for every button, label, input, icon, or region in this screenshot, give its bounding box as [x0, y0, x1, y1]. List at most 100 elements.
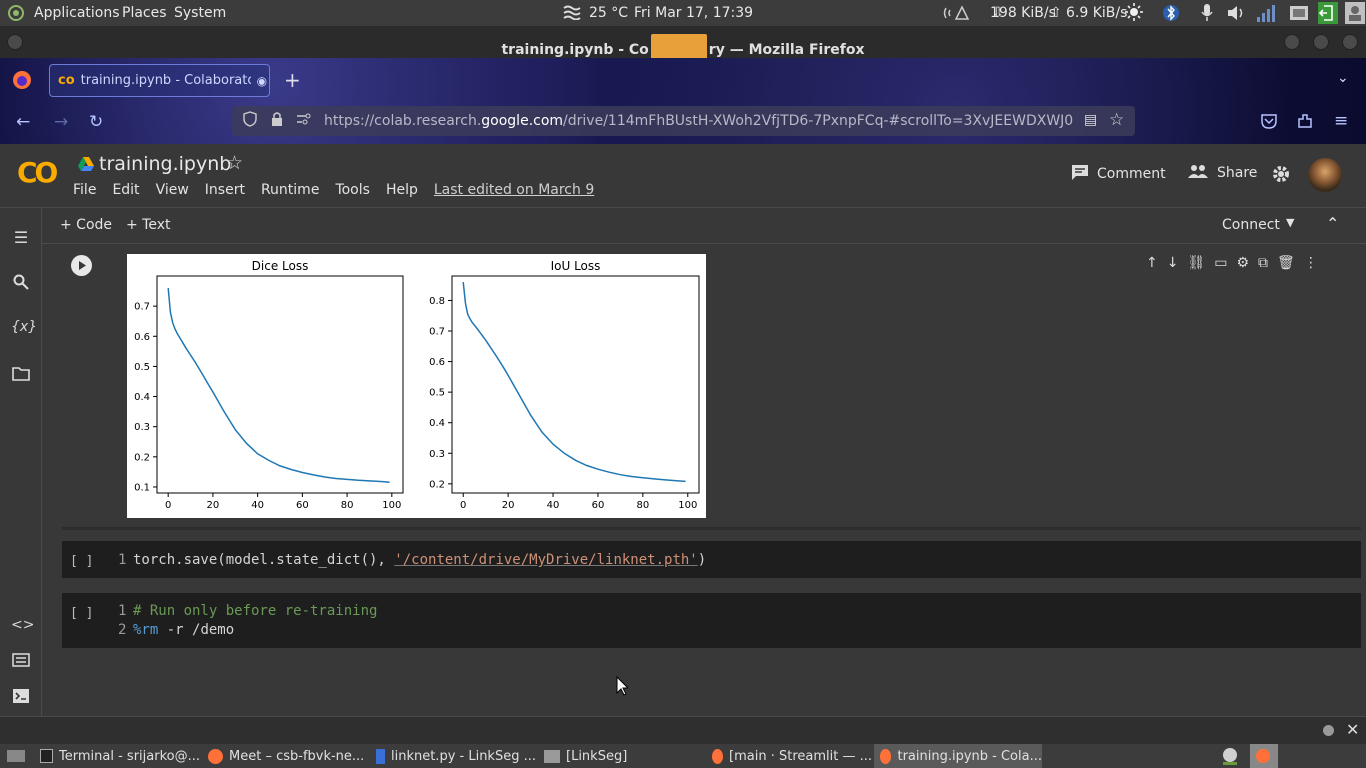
comment-label: Comment [1097, 166, 1166, 182]
window-titlebar[interactable]: training.ipynb - Co ry — Mozilla Firefox [0, 26, 1366, 62]
menu-view[interactable]: View [155, 182, 189, 198]
link-icon[interactable]: ⛓ [1187, 255, 1206, 271]
cell-run-bracket[interactable]: [ ] [70, 554, 94, 569]
reader-view-icon[interactable]: ▤ [1084, 112, 1098, 128]
last-edited-link[interactable]: Last edited on March 9 [433, 182, 595, 198]
window-minimize-button[interactable] [1284, 34, 1300, 50]
system-menu[interactable]: System [174, 5, 227, 21]
browser-tab-active[interactable]: co training.ipynb - Colaborato ◉ [49, 64, 270, 97]
taskbar-label: [main · Streamlit — ... [729, 748, 872, 764]
url-text[interactable]: https://colab.research.google.com/drive/… [324, 113, 1073, 129]
search-icon[interactable] [11, 274, 31, 294]
tracking-shield-icon[interactable] [242, 111, 258, 131]
add-code-button[interactable]: + Code [60, 217, 113, 233]
extensions-icon[interactable] [1297, 113, 1313, 134]
menu-edit[interactable]: Edit [112, 182, 140, 198]
window-maximize-button[interactable] [1313, 34, 1329, 50]
window-close-button[interactable] [1342, 34, 1358, 50]
new-tab-button[interactable]: + [284, 68, 301, 92]
menu-file[interactable]: File [73, 182, 97, 198]
system-panel: Applications Places System 25 °C Fri Mar… [0, 0, 1366, 26]
menu-runtime[interactable]: Runtime [260, 182, 320, 198]
bookmark-star-icon[interactable]: ☆ [1109, 110, 1125, 130]
cell-run-bracket[interactable]: [ ] [70, 606, 94, 621]
code-line[interactable]: torch.save(model.state_dict(), '/content… [133, 552, 706, 568]
window-menu-button[interactable] [7, 34, 23, 50]
updates-icon[interactable] [1289, 3, 1311, 27]
menu-insert[interactable]: Insert [204, 182, 245, 198]
places-menu[interactable]: Places [122, 5, 167, 21]
clock[interactable]: Fri Mar 17, 17:39 [634, 5, 754, 21]
reload-button[interactable]: ↻ [89, 112, 104, 132]
mirror-cell-icon[interactable]: ⧉ [1258, 255, 1269, 271]
taskbar-item-terminal[interactable]: Terminal - srijarko@... [34, 744, 200, 768]
move-up-icon[interactable]: ↑ [1146, 255, 1158, 271]
workspace-switcher[interactable] [1250, 744, 1278, 768]
firefox-app-icon [1256, 749, 1270, 763]
taskbar-item-streamlit[interactable]: [main · Streamlit — ... [706, 744, 872, 768]
variables-icon[interactable]: {x} [11, 319, 38, 335]
network-globe-icon[interactable] [1214, 744, 1244, 768]
share-button[interactable]: Share [1187, 164, 1257, 182]
user-avatar[interactable] [1308, 158, 1342, 192]
taskbar-item-meet[interactable]: Meet – csb-fbvk-ne... [202, 744, 368, 768]
connect-button[interactable]: Connect [1222, 217, 1280, 233]
url-bar[interactable]: https://colab.research.google.com/drive/… [232, 106, 1135, 136]
comment-line[interactable]: # Run only before re-training [133, 603, 378, 619]
url-path: /drive/114mFhBUstH-XWoh2VfjTD6-7PxnpFCq-… [563, 113, 1074, 129]
brightness-icon[interactable] [1125, 3, 1143, 25]
signal-icon[interactable] [1256, 3, 1278, 27]
more-options-icon[interactable]: ⋮ [1303, 255, 1318, 271]
run-cell-button[interactable] [71, 255, 92, 276]
code-cell-cleanup[interactable]: [ ] 1 # Run only before re-training 2 %r… [62, 593, 1361, 648]
volume-icon[interactable] [1226, 3, 1246, 27]
code-cell-save[interactable]: [ ] 1 torch.save(model.state_dict(), '/c… [62, 541, 1361, 578]
user-switch-icon[interactable] [1345, 2, 1365, 28]
collapse-header-chevron-icon[interactable]: ⌃ [1326, 214, 1340, 233]
pocket-icon[interactable] [1261, 113, 1277, 134]
permissions-icon[interactable] [296, 112, 312, 130]
y-tick-label: 0.3 [134, 422, 150, 433]
x-tick-label: 60 [296, 500, 309, 511]
connect-dropdown-icon[interactable]: ▼ [1286, 216, 1295, 229]
tab-list-chevron-icon[interactable]: ⌄ [1337, 70, 1349, 86]
comment-cell-icon[interactable]: ▭ [1214, 255, 1228, 271]
back-button[interactable]: ← [16, 112, 31, 132]
terminal-icon[interactable] [11, 688, 31, 708]
command-palette-icon[interactable] [11, 652, 31, 672]
wireless-icon[interactable] [942, 5, 970, 21]
files-folder-icon[interactable] [11, 366, 31, 386]
bluetooth-icon[interactable] [1163, 3, 1179, 27]
distro-logo-icon[interactable] [6, 4, 26, 26]
applications-menu[interactable]: Applications [34, 5, 120, 21]
tab-audio-icon[interactable]: ◉ [256, 73, 268, 88]
add-text-button[interactable]: + Text [126, 217, 171, 233]
comment-button[interactable]: Comment [1071, 164, 1166, 184]
output-cell[interactable]: ↑ ↓ ⛓ ▭ ⚙ ⧉ 🗑 ⋮ Dice Loss 0 20 40 60 80 100 0.1… [62, 244, 1361, 528]
firefox-menu-icon[interactable] [12, 70, 32, 95]
forward-button[interactable]: → [54, 112, 69, 132]
taskbar-item-colab-active[interactable]: training.ipynb - Cola... [874, 744, 1042, 768]
menu-tools[interactable]: Tools [335, 182, 370, 198]
magic-command: %rm [133, 622, 159, 638]
move-down-icon[interactable]: ↓ [1166, 255, 1179, 271]
microphone-icon[interactable] [1200, 3, 1214, 27]
table-of-contents-icon[interactable]: ☰ [13, 228, 29, 247]
star-icon[interactable]: ☆ [226, 152, 244, 174]
delete-cell-icon[interactable]: 🗑 [1277, 255, 1295, 271]
menu-bar: File Edit View Insert Runtime Tools Help… [73, 182, 610, 198]
show-desktop-icon[interactable] [0, 744, 34, 768]
taskbar-item-folder[interactable]: [LinkSeg] [538, 744, 704, 768]
menu-help[interactable]: Help [385, 182, 418, 198]
colab-logo[interactable]: CO [17, 156, 58, 189]
taskbar-item-editor[interactable]: linknet.py - LinkSeg ... [370, 744, 536, 768]
close-status-icon[interactable]: ✕ [1346, 720, 1360, 739]
lock-icon[interactable] [270, 111, 284, 131]
hamburger-menu-icon[interactable]: ≡ [1334, 111, 1349, 131]
settings-gear-icon[interactable] [1271, 164, 1291, 188]
code-snippets-icon[interactable]: <> [11, 617, 35, 633]
code-line[interactable]: %rm -r /demo [133, 622, 234, 638]
cell-settings-icon[interactable]: ⚙ [1236, 255, 1250, 271]
logout-icon[interactable] [1318, 2, 1338, 28]
notebook-title[interactable]: training.ipynb [99, 153, 232, 175]
